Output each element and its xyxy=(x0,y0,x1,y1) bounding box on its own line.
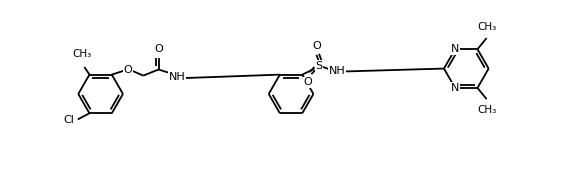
Text: N: N xyxy=(451,44,459,54)
Text: O: O xyxy=(124,64,133,74)
Text: Cl: Cl xyxy=(63,115,74,125)
Text: O: O xyxy=(304,77,312,87)
Text: S: S xyxy=(315,61,323,71)
Text: N: N xyxy=(451,83,459,93)
Text: CH₃: CH₃ xyxy=(73,49,92,59)
Text: O: O xyxy=(312,41,321,51)
Text: CH₃: CH₃ xyxy=(477,22,496,32)
Text: O: O xyxy=(154,44,163,54)
Text: CH₃: CH₃ xyxy=(477,105,496,115)
Text: NH: NH xyxy=(169,72,186,82)
Text: NH: NH xyxy=(329,66,345,76)
